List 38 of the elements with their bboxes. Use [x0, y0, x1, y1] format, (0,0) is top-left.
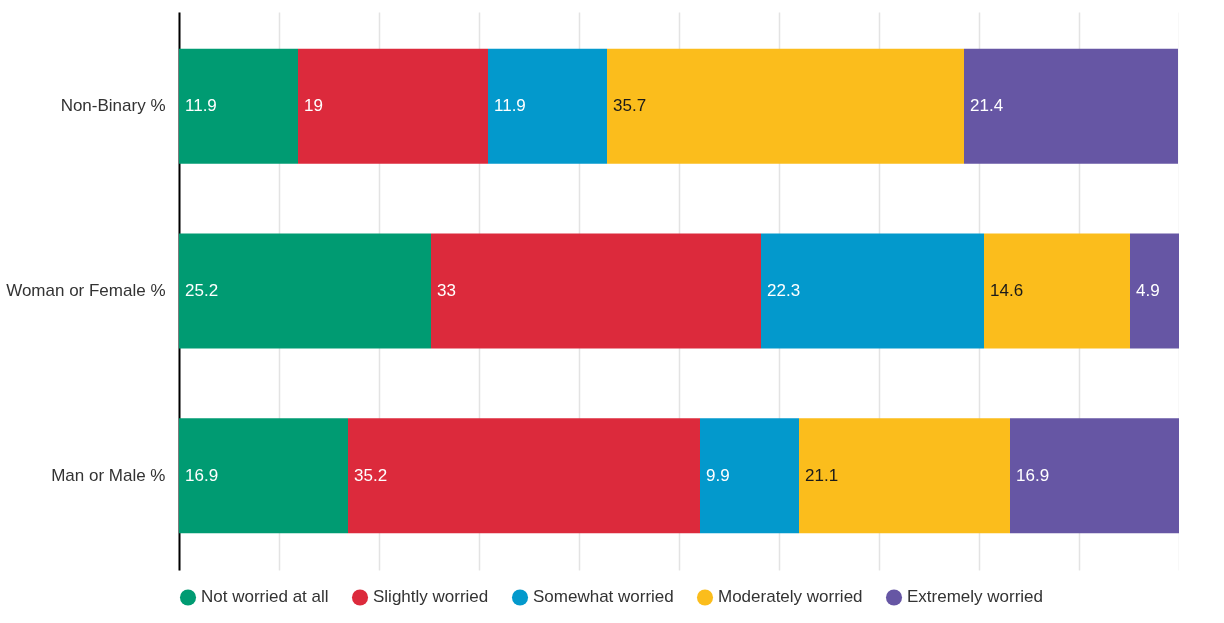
- bar: [431, 233, 761, 349]
- data-label: 4.9: [1136, 281, 1160, 300]
- bar: [799, 418, 1010, 534]
- bar: [179, 48, 298, 164]
- bar: [1010, 418, 1179, 534]
- bar: [700, 418, 799, 534]
- bar: [1130, 233, 1179, 349]
- data-label: 22.3: [767, 281, 801, 300]
- data-label: 21.1: [805, 465, 839, 485]
- legend-label: Slightly worried: [373, 587, 489, 607]
- bar: [348, 418, 700, 534]
- data-label: 14.6: [990, 281, 1024, 300]
- data-label: 16.9: [1016, 465, 1050, 485]
- legend-label: Extremely worried: [907, 587, 1044, 607]
- bar: [964, 48, 1178, 164]
- data-label: 16.9: [185, 465, 219, 485]
- legend-label: Moderately worried: [718, 587, 863, 607]
- bar: [761, 233, 984, 349]
- bar: [179, 418, 348, 534]
- data-label: 11.9: [185, 96, 217, 116]
- data-label: 11.9: [494, 96, 526, 116]
- data-label: 35.7: [613, 96, 647, 116]
- data-label: 21.4: [970, 96, 1004, 116]
- bar: [607, 48, 964, 164]
- data-label: 35.2: [354, 465, 388, 485]
- data-label: 19: [304, 96, 323, 116]
- bar: [298, 48, 488, 164]
- legend-label: Not worried at all: [201, 587, 329, 607]
- y-tick-label: Woman or Female %: [6, 281, 166, 300]
- bar: [179, 233, 431, 349]
- bar: [984, 233, 1130, 349]
- bar: [488, 48, 607, 164]
- y-tick-label: Non-Binary %: [60, 96, 166, 116]
- data-label: 25.2: [185, 281, 219, 300]
- legend-label: Somewhat worried: [533, 587, 674, 607]
- data-label: 9.9: [706, 465, 730, 485]
- y-tick-label: Man or Male %: [51, 465, 166, 485]
- data-label: 33: [437, 281, 456, 300]
